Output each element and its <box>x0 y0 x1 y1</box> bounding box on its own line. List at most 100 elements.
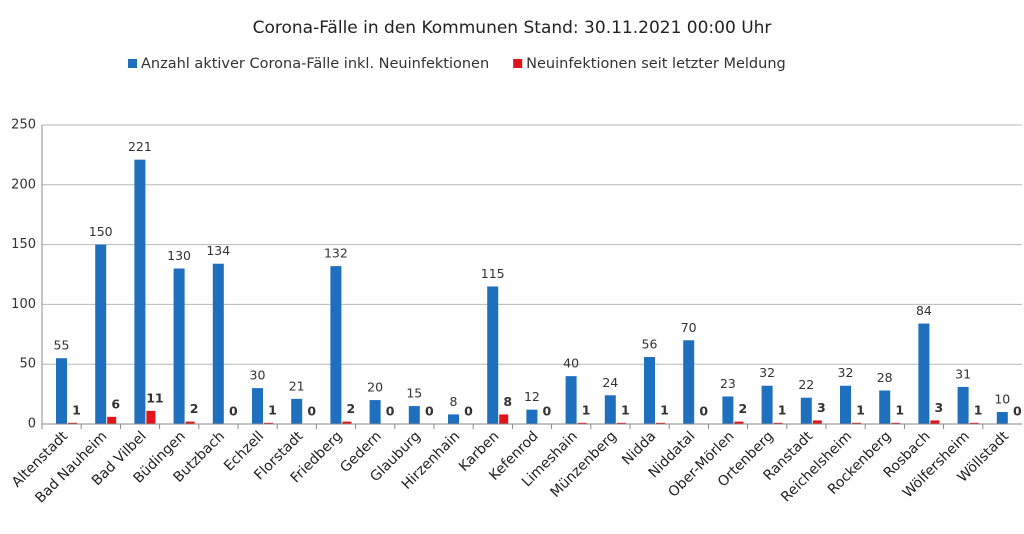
value-label: 130 <box>167 248 191 263</box>
bar <box>369 400 381 424</box>
value-label: 1 <box>268 402 277 417</box>
value-label: 3 <box>935 400 944 415</box>
value-label: 132 <box>324 246 348 261</box>
bar <box>604 395 616 424</box>
value-label: 0 <box>1013 404 1022 419</box>
value-label: 32 <box>838 365 854 380</box>
bar <box>264 422 273 424</box>
bar <box>291 398 303 424</box>
bar <box>840 385 851 424</box>
bar <box>68 422 77 424</box>
bar <box>408 406 420 424</box>
bar <box>644 357 655 424</box>
bar <box>134 159 146 424</box>
bar <box>957 386 969 424</box>
bar <box>487 286 499 424</box>
value-label: 1 <box>778 402 787 417</box>
bar <box>95 244 107 424</box>
value-label: 22 <box>798 377 814 392</box>
bar <box>185 421 195 424</box>
bar <box>342 421 352 424</box>
value-label: 0 <box>386 404 395 419</box>
value-label: 30 <box>250 368 266 383</box>
bar <box>722 396 734 424</box>
bar <box>683 340 695 424</box>
value-label: 0 <box>699 404 708 419</box>
bar <box>526 409 538 424</box>
value-label: 15 <box>406 386 422 401</box>
y-tick-label: 250 <box>11 118 36 133</box>
value-label: 0 <box>307 404 316 419</box>
bar <box>212 263 224 424</box>
y-tick-label: 100 <box>11 297 36 312</box>
value-label: 10 <box>994 392 1010 407</box>
value-label: 0 <box>229 404 238 419</box>
y-tick-label: 150 <box>11 237 36 252</box>
value-label: 70 <box>681 320 697 335</box>
value-label: 115 <box>481 266 505 281</box>
value-label: 1 <box>582 402 591 417</box>
bar <box>734 421 744 424</box>
bar <box>577 422 587 424</box>
value-label: 1 <box>72 402 81 417</box>
legend-swatch <box>513 59 523 68</box>
value-label: 12 <box>524 389 540 404</box>
value-label: 40 <box>563 356 579 371</box>
value-label: 1 <box>974 402 983 417</box>
value-label: 3 <box>817 400 826 415</box>
value-label: 134 <box>206 243 230 258</box>
y-tick-label: 50 <box>19 357 36 372</box>
value-label: 2 <box>347 401 356 416</box>
legend-label: Anzahl aktiver Corona-Fälle inkl. Neuinf… <box>141 56 489 72</box>
value-label: 20 <box>367 380 383 395</box>
value-label: 31 <box>955 366 971 381</box>
bar <box>252 388 263 424</box>
bar <box>330 266 342 424</box>
bar <box>107 416 117 424</box>
bar <box>879 390 891 424</box>
bar <box>656 422 665 424</box>
bar <box>918 323 930 424</box>
value-label: 2 <box>190 401 199 416</box>
value-label: 1 <box>621 402 630 417</box>
value-label: 32 <box>759 365 775 380</box>
y-tick-label: 200 <box>11 177 36 192</box>
value-label: 0 <box>543 404 552 419</box>
value-label: 8 <box>503 394 512 409</box>
bar <box>499 414 509 424</box>
bar <box>773 422 783 424</box>
bar <box>800 397 812 424</box>
value-label: 0 <box>425 404 434 419</box>
value-label: 28 <box>877 370 893 385</box>
value-label: 150 <box>89 224 113 239</box>
bar <box>146 410 156 424</box>
bar <box>173 268 185 424</box>
value-label: 56 <box>642 337 658 352</box>
value-label: 84 <box>916 303 932 318</box>
value-label: 1 <box>660 402 669 417</box>
value-label: 0 <box>464 404 473 419</box>
legend-label: Neuinfektionen seit letzter Meldung <box>526 56 786 72</box>
bar <box>852 422 861 424</box>
bar <box>930 420 940 424</box>
value-label: 1 <box>856 402 865 417</box>
bar <box>616 422 626 424</box>
value-label: 6 <box>111 396 120 411</box>
value-label: 21 <box>289 378 305 393</box>
value-label: 1 <box>895 402 904 417</box>
value-label: 11 <box>146 390 163 405</box>
value-label: 55 <box>54 338 70 353</box>
value-label: 23 <box>720 376 736 391</box>
bar <box>969 422 979 424</box>
legend-swatch <box>128 59 137 68</box>
value-label: 8 <box>450 394 458 409</box>
bar <box>761 385 773 424</box>
bar <box>56 358 67 424</box>
chart-title: Corona-Fälle in den Kommunen Stand: 30.1… <box>253 18 772 38</box>
value-label: 221 <box>128 139 152 154</box>
y-tick-label: 0 <box>28 417 36 432</box>
bar <box>891 422 901 424</box>
bar <box>812 420 822 424</box>
value-label: 2 <box>739 401 748 416</box>
